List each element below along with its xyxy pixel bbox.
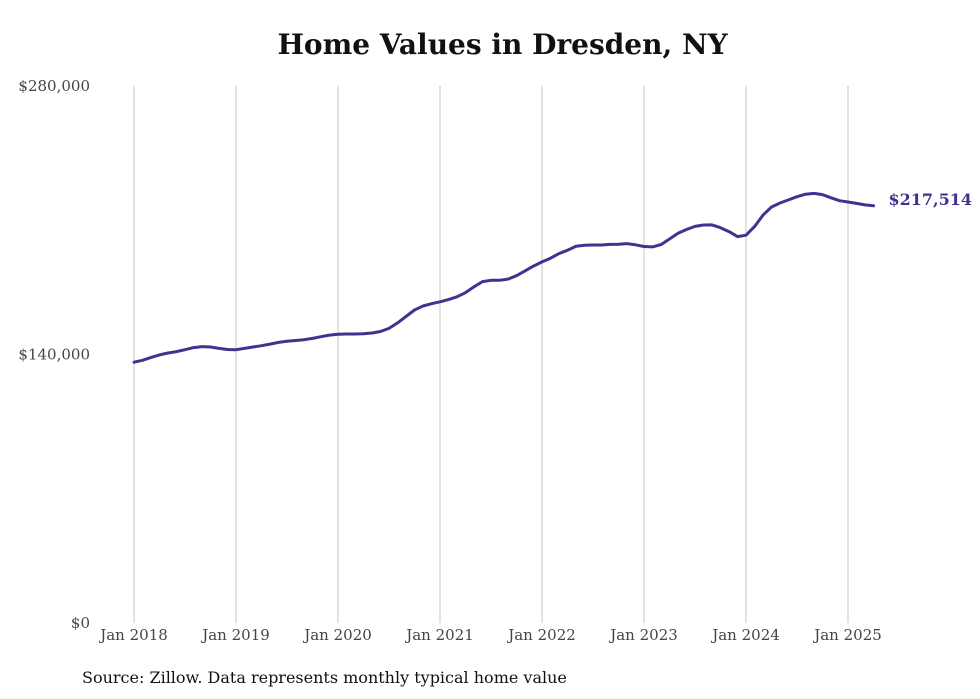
series-line <box>132 191 875 364</box>
source-note: Source: Zillow. Data represents monthly … <box>82 668 567 687</box>
x-tick-label: Jan 2025 <box>812 626 882 644</box>
x-tick-label: Jan 2021 <box>404 626 474 644</box>
x-tick-label: Jan 2020 <box>302 626 372 644</box>
chart-title: Home Values in Dresden, NY <box>277 28 728 61</box>
line-chart: Jan 2018 Jan 2019 Jan 2020 Jan 2021 Jan 2022… <box>18 77 973 644</box>
x-tick-label: Jan 2018 <box>98 626 168 644</box>
x-tick-label: Jan 2019 <box>200 626 270 644</box>
y-tick-label: $140,000 <box>18 346 90 364</box>
x-tick-label: Jan 2024 <box>710 626 780 644</box>
end-value-label: $217,514 <box>889 190 973 209</box>
y-tick-label: $280,000 <box>18 77 90 95</box>
y-tick-label: $0 <box>71 614 90 632</box>
x-tick-label: Jan 2022 <box>506 626 576 644</box>
x-tick-label: Jan 2023 <box>608 626 678 644</box>
